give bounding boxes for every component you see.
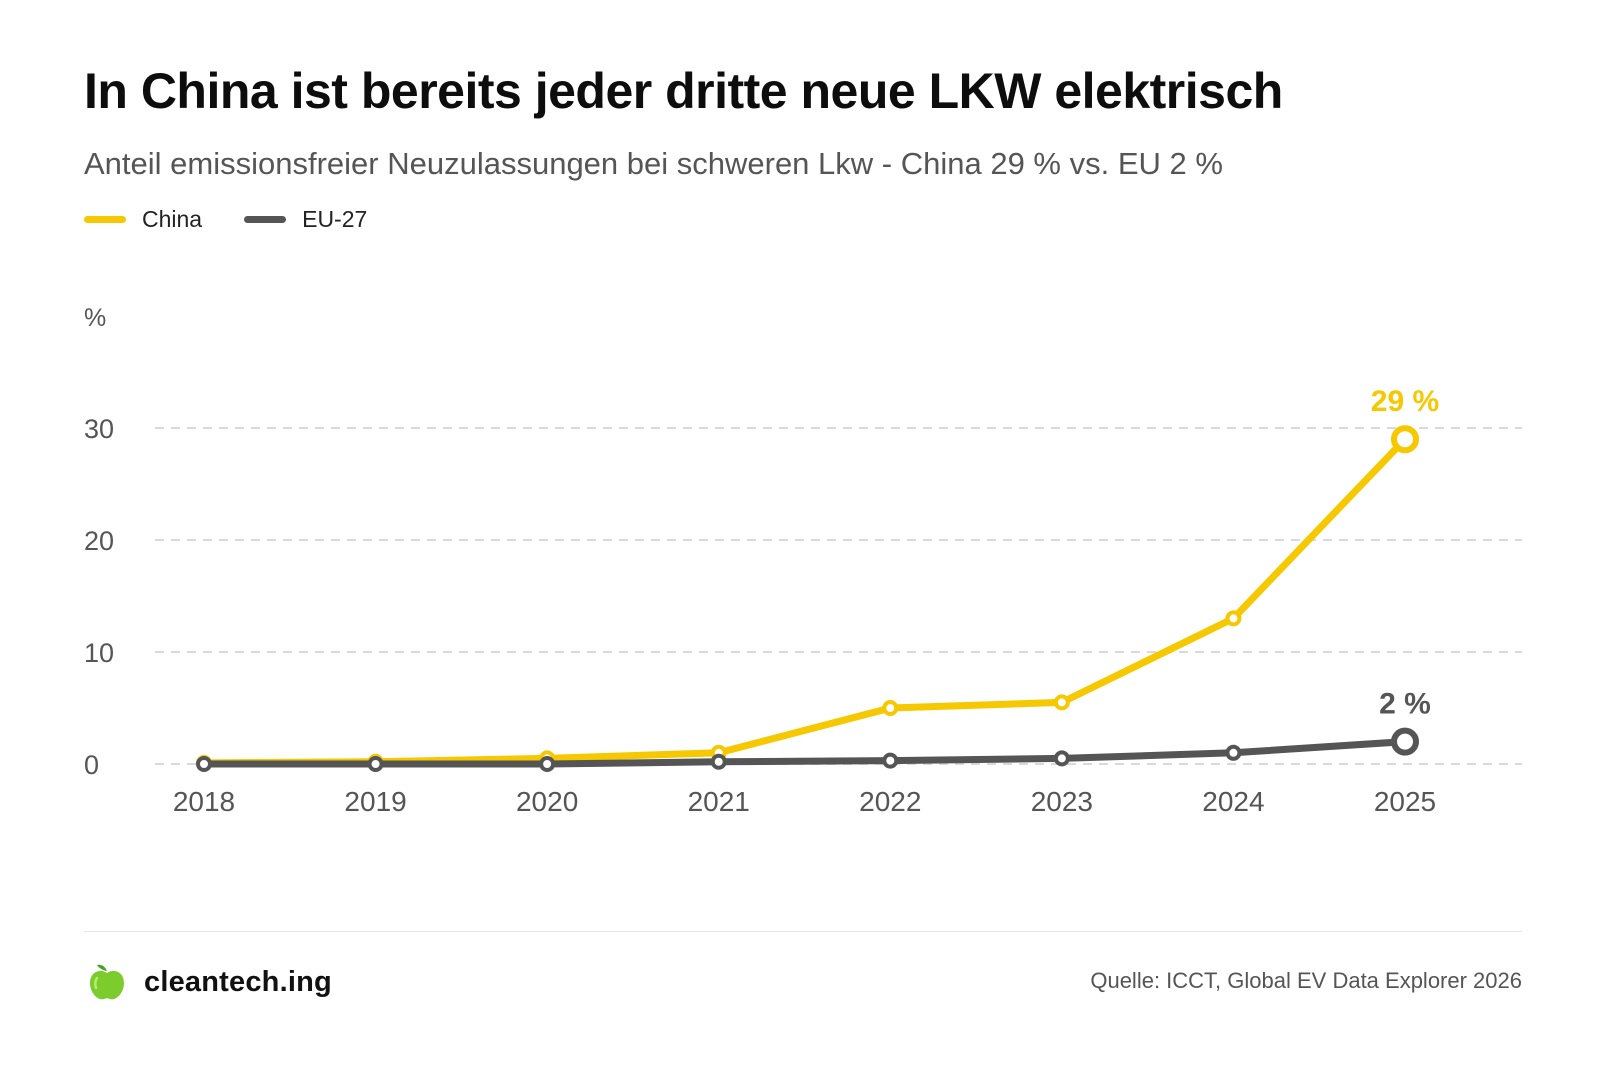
- y-tick-label-10: 10: [84, 638, 114, 668]
- footer-divider: [84, 931, 1522, 932]
- y-tick-label-0: 0: [84, 750, 99, 780]
- apple-icon: [90, 964, 124, 1000]
- series-line-china: [200, 435, 1409, 767]
- legend: China EU-27: [84, 206, 409, 233]
- data-point-eu27-2021: [710, 753, 727, 770]
- brand-name: cleantech.ing: [144, 965, 332, 998]
- series-line-eu27: [200, 738, 1409, 768]
- x-tick-label-2020: 2020: [516, 786, 578, 817]
- x-tick-label-2025: 2025: [1374, 786, 1436, 817]
- data-point-eu27-2019: [367, 756, 384, 772]
- data-point-china-2024: [1225, 610, 1242, 627]
- data-point-china-2025: [1391, 425, 1419, 454]
- data-point-eu27-2022: [882, 752, 899, 769]
- data-point-china-2023: [1053, 694, 1070, 711]
- legend-label-china: China: [142, 206, 203, 232]
- y-axis-unit-label: %: [84, 304, 107, 332]
- legend-item-eu27: EU-27: [244, 206, 367, 233]
- data-point-eu27-2024: [1225, 744, 1242, 761]
- y-tick-label-20: 20: [84, 526, 114, 556]
- data-point-eu27-2025: [1391, 727, 1419, 756]
- x-tick-label-2018: 2018: [173, 786, 235, 817]
- data-point-china-2022: [882, 700, 899, 716]
- data-point-eu27-2023: [1053, 750, 1070, 767]
- legend-swatch-eu27: [244, 216, 287, 223]
- x-tick-label-2023: 2023: [1031, 786, 1093, 817]
- legend-swatch-china: [84, 216, 126, 223]
- source-note: Quelle: ICCT, Global EV Data Explorer 20…: [1090, 968, 1522, 993]
- x-tick-label-2019: 2019: [344, 786, 406, 817]
- data-point-eu27-2018: [196, 756, 212, 772]
- legend-label-eu27: EU-27: [302, 206, 368, 232]
- chart-subtitle: Anteil emissionsfreier Neuzulassungen be…: [84, 146, 1223, 181]
- legend-item-china: China: [84, 206, 202, 233]
- data-label-china-end: 29 %: [1371, 385, 1439, 418]
- x-tick-label-2022: 2022: [859, 786, 921, 817]
- x-tick-label-2021: 2021: [688, 786, 750, 817]
- chart-title: In China ist bereits jeder dritte neue L…: [84, 63, 1283, 119]
- brand: cleantech.ing: [88, 962, 332, 1002]
- y-tick-label-30: 30: [84, 414, 114, 444]
- data-label-eu27-end: 2 %: [1379, 688, 1431, 721]
- x-tick-label-2024: 2024: [1202, 786, 1264, 817]
- data-point-eu27-2020: [539, 756, 556, 772]
